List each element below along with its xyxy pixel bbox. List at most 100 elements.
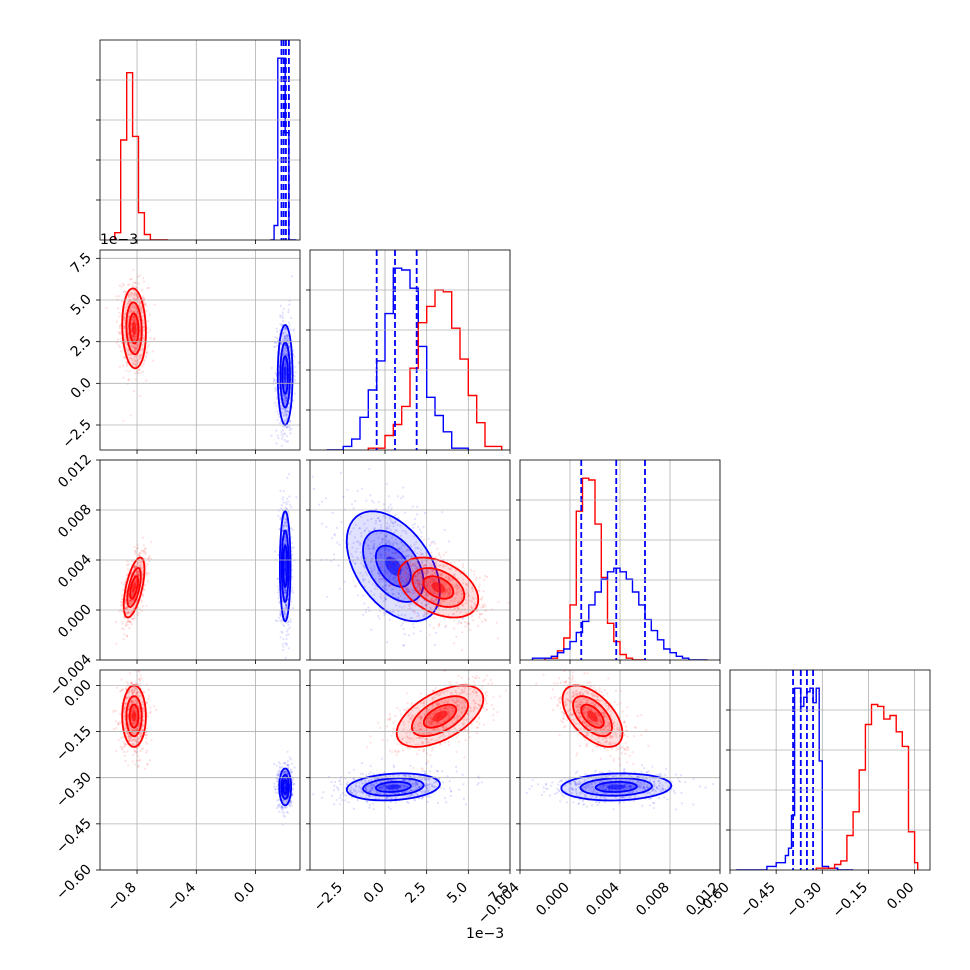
scatter-point [373, 528, 376, 531]
scatter-point [427, 581, 430, 584]
scatter-point [284, 364, 287, 367]
scatter-point [445, 576, 448, 579]
scatter-point [409, 617, 412, 620]
scatter-point [285, 603, 288, 606]
scatter-point [419, 586, 422, 589]
scatter-point [430, 580, 433, 583]
scatter-point [285, 644, 288, 647]
scatter-point [138, 679, 142, 682]
scatter-point [397, 614, 400, 617]
scatter-point [123, 315, 126, 318]
scatter-point [283, 337, 286, 340]
y-tick-label: 5.0 [68, 292, 95, 319]
scatter-point [415, 513, 419, 516]
scatter-point [452, 600, 456, 603]
scatter-point [286, 604, 289, 607]
scatter-point [404, 563, 407, 567]
scatter-point [457, 591, 460, 594]
scatter-point [131, 698, 134, 701]
scatter-point [134, 687, 137, 691]
scatter-point [426, 585, 429, 588]
scatter-point [402, 644, 405, 647]
scatter-point [394, 529, 397, 532]
scatter-point [464, 620, 467, 624]
scatter-point [130, 729, 133, 732]
scatter-point [132, 685, 135, 689]
scatter-point [433, 542, 436, 545]
scatter-point [404, 614, 407, 617]
scatter-point [379, 595, 382, 598]
scatter-point [131, 344, 134, 347]
scatter-point [363, 530, 366, 533]
scatter-point [358, 527, 361, 530]
scatter-point [447, 577, 450, 580]
scatter-point [135, 740, 138, 743]
scatter-point [122, 317, 126, 320]
scatter-point [119, 745, 122, 748]
scatter-point [152, 359, 155, 362]
scatter-point [130, 327, 133, 331]
scatter-point [283, 574, 287, 577]
scatter-point [418, 585, 421, 588]
scatter-point [373, 580, 376, 583]
scatter-point [131, 692, 134, 695]
scatter-point [284, 542, 287, 545]
scatter-point [284, 349, 287, 352]
scatter-point [118, 610, 121, 613]
scatter-point [420, 580, 423, 583]
scatter-point [388, 548, 391, 552]
plot-area [112, 670, 296, 826]
scatter-point [133, 292, 136, 295]
scatter-point [423, 612, 426, 615]
scatter-point [385, 526, 388, 529]
scatter-point [283, 346, 286, 350]
scatter-point [134, 281, 137, 285]
scatter-point [406, 567, 409, 571]
scatter-point [142, 544, 145, 547]
scatter-point [466, 584, 469, 587]
scatter-point [145, 701, 148, 704]
scatter-point [133, 566, 137, 569]
scatter-point [281, 444, 284, 447]
scatter-point [284, 412, 287, 415]
scatter-point [140, 289, 144, 292]
scatter-point [338, 543, 341, 546]
scatter-point [124, 580, 127, 583]
scatter-point [139, 735, 142, 738]
scatter-point [388, 575, 391, 579]
scatter-point [469, 628, 472, 631]
scatter-point [417, 582, 420, 585]
scatter-point [129, 602, 133, 605]
scatter-point [290, 527, 293, 530]
scatter-point [458, 620, 461, 623]
scatter-point [430, 555, 433, 558]
scatter-point [414, 579, 417, 582]
scatter-point [447, 593, 450, 596]
scatter-point [434, 599, 437, 602]
scatter-point [140, 311, 143, 314]
scatter-point [138, 722, 141, 725]
scatter-point [400, 556, 403, 559]
scatter-point [285, 642, 288, 646]
scatter-point [127, 718, 130, 721]
scatter-point [356, 547, 359, 550]
scatter-point [144, 356, 147, 359]
scatter-point [385, 510, 389, 513]
scatter-point [374, 578, 377, 581]
scatter-point [287, 321, 290, 324]
scatter-point [413, 564, 416, 568]
scatter-point [381, 540, 384, 543]
scatter-point [132, 592, 135, 596]
scatter-point [448, 588, 451, 591]
scatter-point [281, 338, 285, 341]
scatter-point [283, 612, 286, 615]
scatter-point [441, 582, 444, 585]
scatter-point [115, 709, 118, 713]
scatter-point [139, 274, 142, 277]
scatter-point [284, 326, 287, 329]
scatter-point [132, 707, 135, 710]
scatter-point [284, 327, 287, 330]
scatter-point [286, 417, 289, 420]
scatter-point [130, 599, 133, 602]
scatter-point [134, 343, 137, 346]
